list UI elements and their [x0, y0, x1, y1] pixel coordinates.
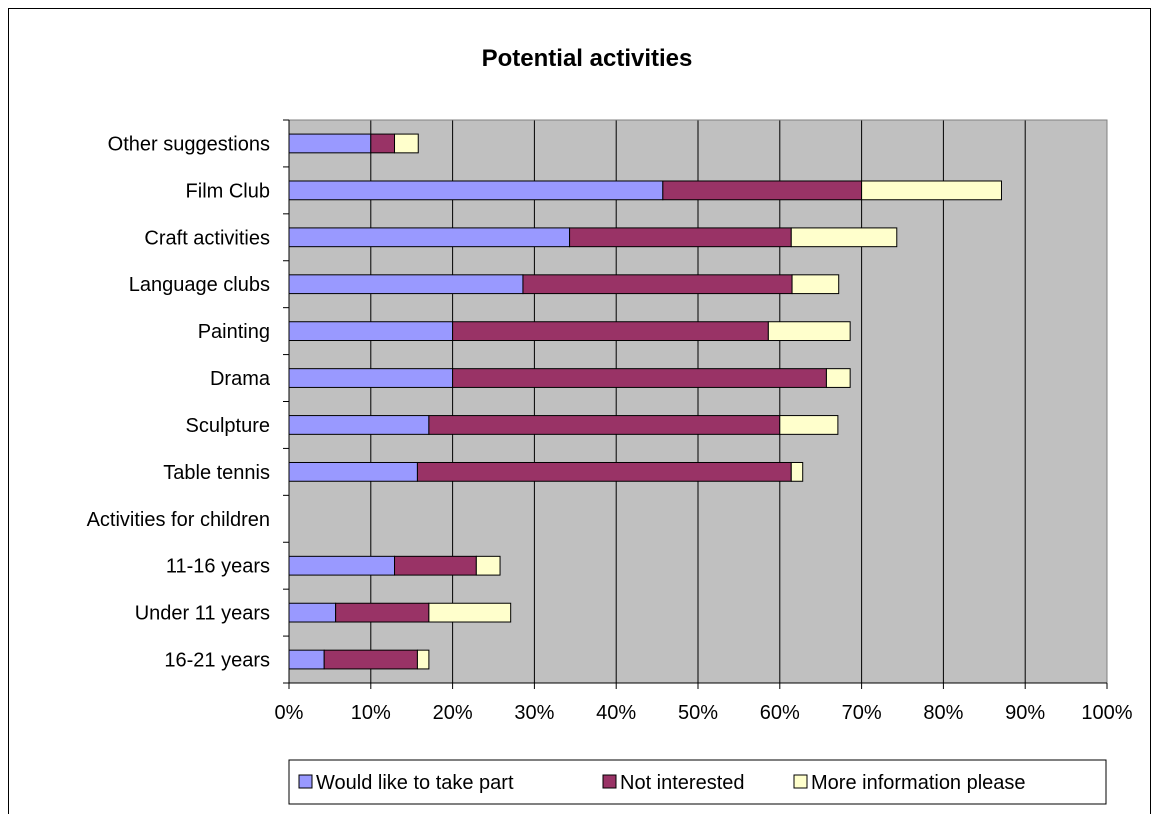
- category-label: Sculpture: [186, 415, 271, 437]
- bar-segment: [791, 274, 840, 295]
- legend-box: [288, 759, 1107, 805]
- category-label: Table tennis: [163, 462, 270, 484]
- bar-segment: [861, 180, 1002, 201]
- bar-segment: [428, 602, 512, 623]
- bar-segment: [779, 415, 839, 435]
- bar-segment: [767, 321, 851, 342]
- bar-segment: [569, 227, 792, 248]
- x-tick-label: 80%: [923, 702, 963, 724]
- bar-segment: [452, 368, 827, 388]
- bar-segment: [416, 649, 430, 670]
- legend-label: Not interested: [620, 772, 745, 794]
- category-label: Craft activities: [144, 227, 270, 249]
- legend-swatch: [793, 774, 808, 789]
- bar-segment: [790, 461, 804, 482]
- x-tick-labels: 0% 10% 20% 30% 40% 50% 60% 70% 80% 90% 100%: [275, 702, 1133, 724]
- axes: [283, 119, 1108, 689]
- bar-segment: [825, 368, 851, 388]
- x-tick-label: 60%: [760, 702, 800, 724]
- bar-segment: [475, 555, 501, 576]
- category-label: 11-16 years: [166, 556, 270, 578]
- bar-segment: [288, 602, 337, 623]
- category-label: Film Club: [186, 180, 270, 202]
- bar-segment: [288, 180, 664, 201]
- bar-segment: [288, 649, 325, 670]
- bar-segment: [416, 461, 792, 482]
- category-labels: Other suggestions Film Club Craft activiti…: [87, 133, 271, 671]
- bars: [288, 133, 1002, 670]
- category-label: Drama: [210, 368, 271, 390]
- bar-segment: [288, 321, 454, 342]
- gridlines: [370, 120, 1026, 683]
- legend-swatch: [298, 774, 313, 789]
- bar-segment: [288, 555, 396, 576]
- bar-segment: [522, 274, 793, 295]
- bar-segment: [323, 649, 418, 670]
- bar-segment: [335, 602, 430, 623]
- bar-segment: [288, 368, 454, 388]
- x-tick-label: 70%: [842, 702, 882, 724]
- category-label: Activities for children: [87, 509, 270, 531]
- bar-segment: [288, 415, 430, 435]
- bar-segment: [288, 274, 524, 295]
- category-label: Under 11 years: [135, 603, 270, 625]
- x-tick-label: 20%: [433, 702, 473, 724]
- bar-segment: [394, 133, 419, 154]
- chart-title: Potential activities: [482, 45, 693, 72]
- category-label: Other suggestions: [108, 133, 270, 155]
- legend-label: More information please: [811, 772, 1026, 794]
- x-tick-label: 90%: [1005, 702, 1045, 724]
- x-tick-label: 50%: [678, 702, 718, 724]
- bar-segment: [288, 461, 418, 482]
- bar-segment: [452, 321, 769, 342]
- bar-segment: [394, 555, 477, 576]
- category-label: Painting: [198, 321, 270, 343]
- bar-segment: [370, 133, 396, 154]
- x-tick-label: 10%: [351, 702, 391, 724]
- bar-segment: [428, 415, 781, 435]
- x-tick-label: 40%: [596, 702, 636, 724]
- bar-segment: [662, 180, 863, 201]
- legend-swatch: [602, 774, 617, 789]
- bar-segment: [288, 133, 372, 154]
- x-tick-label: 30%: [514, 702, 554, 724]
- legend-label: Would like to take part: [316, 772, 514, 794]
- bar-segment: [288, 227, 571, 248]
- legend: Would like to take part Not interested Mor…: [288, 759, 1107, 805]
- x-tick-label: 0%: [275, 702, 304, 724]
- bar-segment: [790, 227, 898, 248]
- category-label: Language clubs: [129, 274, 270, 296]
- category-label: 16-21 years: [164, 650, 270, 672]
- x-tick-label: 100%: [1081, 702, 1132, 724]
